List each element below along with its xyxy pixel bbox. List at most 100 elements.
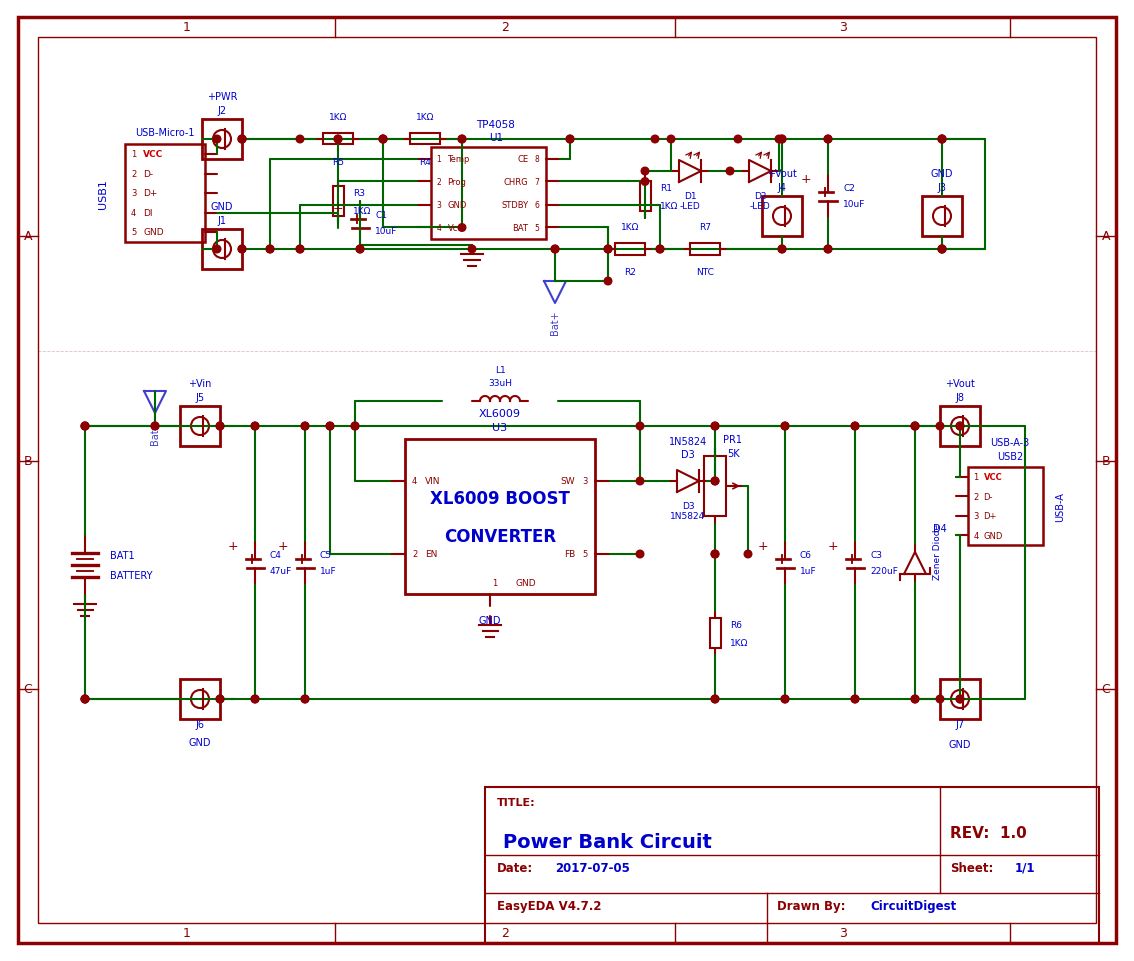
Circle shape [266, 246, 273, 254]
Circle shape [82, 696, 88, 703]
Circle shape [252, 423, 259, 431]
Text: C: C [24, 682, 33, 696]
Text: D+: D+ [143, 189, 158, 198]
Text: Date:: Date: [497, 861, 533, 875]
Text: 220uF: 220uF [870, 567, 898, 576]
Text: CircuitDigest: CircuitDigest [870, 899, 956, 912]
Circle shape [327, 423, 333, 431]
Circle shape [151, 423, 159, 431]
Text: J3: J3 [938, 183, 947, 193]
Text: REV:  1.0: REV: 1.0 [950, 825, 1026, 840]
Text: 5K: 5K [727, 449, 739, 458]
Circle shape [335, 136, 341, 143]
Circle shape [566, 136, 574, 143]
Text: 1: 1 [183, 926, 191, 940]
Circle shape [912, 696, 919, 703]
Circle shape [657, 246, 663, 254]
Circle shape [458, 136, 466, 143]
Circle shape [912, 423, 919, 431]
Text: EasyEDA V4.7.2: EasyEDA V4.7.2 [497, 899, 601, 912]
Circle shape [335, 136, 341, 143]
Text: BAT: BAT [513, 224, 528, 233]
Text: J2: J2 [218, 106, 227, 116]
Circle shape [711, 423, 719, 431]
Text: GND: GND [931, 169, 954, 179]
Circle shape [352, 423, 358, 431]
Circle shape [956, 696, 964, 703]
Text: 1uF: 1uF [799, 567, 816, 576]
Bar [940, 679, 980, 719]
Text: VCC: VCC [983, 473, 1002, 481]
Circle shape [379, 136, 387, 143]
Text: B: B [1102, 455, 1110, 468]
Text: +PWR: +PWR [206, 92, 237, 102]
Text: D3: D3 [682, 450, 695, 459]
Circle shape [711, 423, 719, 431]
Text: U1: U1 [489, 133, 503, 143]
Circle shape [711, 696, 719, 703]
Text: B: B [24, 455, 32, 468]
Text: +: + [828, 539, 838, 553]
Text: 1: 1 [437, 155, 441, 163]
Circle shape [151, 423, 159, 431]
Text: FB: FB [564, 550, 575, 559]
Circle shape [82, 423, 88, 431]
Circle shape [296, 246, 304, 254]
Circle shape [912, 423, 919, 431]
Text: 3: 3 [973, 511, 979, 521]
Text: XL6009: XL6009 [479, 409, 521, 419]
Text: CE: CE [517, 155, 528, 163]
Circle shape [734, 136, 742, 143]
Text: R4: R4 [420, 158, 431, 167]
Circle shape [238, 136, 246, 143]
Text: D4: D4 [933, 524, 947, 533]
Text: R7: R7 [699, 223, 711, 232]
Text: 1KΩ: 1KΩ [329, 112, 347, 122]
Circle shape [604, 278, 612, 285]
Circle shape [781, 423, 789, 431]
Circle shape [636, 551, 644, 558]
Circle shape [302, 423, 308, 431]
Bar [323, 135, 353, 145]
Text: C3: C3 [870, 551, 882, 560]
Text: L1: L1 [494, 365, 506, 375]
Text: C4: C4 [270, 551, 282, 560]
Text: GND: GND [211, 202, 234, 211]
Circle shape [266, 246, 273, 254]
Circle shape [651, 136, 659, 143]
Text: 6: 6 [534, 201, 540, 209]
Text: 7: 7 [534, 178, 540, 186]
Text: Prog: Prog [448, 178, 466, 186]
Circle shape [604, 246, 612, 254]
Circle shape [824, 136, 832, 143]
Circle shape [778, 246, 786, 254]
Text: R6: R6 [730, 621, 742, 629]
Text: C6: C6 [799, 551, 812, 560]
Circle shape [956, 423, 964, 431]
Text: VCC: VCC [143, 150, 163, 160]
Circle shape [778, 136, 786, 143]
Text: 2: 2 [501, 926, 509, 940]
Circle shape [296, 246, 304, 254]
Bar [411, 135, 440, 145]
Circle shape [956, 423, 964, 431]
Circle shape [302, 696, 308, 703]
Circle shape [352, 423, 358, 431]
Text: +: + [801, 173, 811, 185]
Circle shape [781, 423, 789, 431]
Circle shape [302, 423, 308, 431]
Circle shape [217, 696, 223, 703]
Circle shape [296, 136, 304, 143]
Text: 2: 2 [501, 21, 509, 35]
Text: C2: C2 [843, 185, 855, 193]
Circle shape [641, 168, 649, 176]
Text: 1/1: 1/1 [1015, 861, 1035, 875]
Circle shape [252, 696, 259, 703]
Circle shape [711, 478, 719, 485]
Circle shape [551, 246, 559, 254]
Text: R1: R1 [660, 185, 672, 193]
Circle shape [667, 136, 675, 143]
Circle shape [711, 551, 719, 558]
Text: 1: 1 [492, 579, 498, 588]
Circle shape [711, 696, 719, 703]
